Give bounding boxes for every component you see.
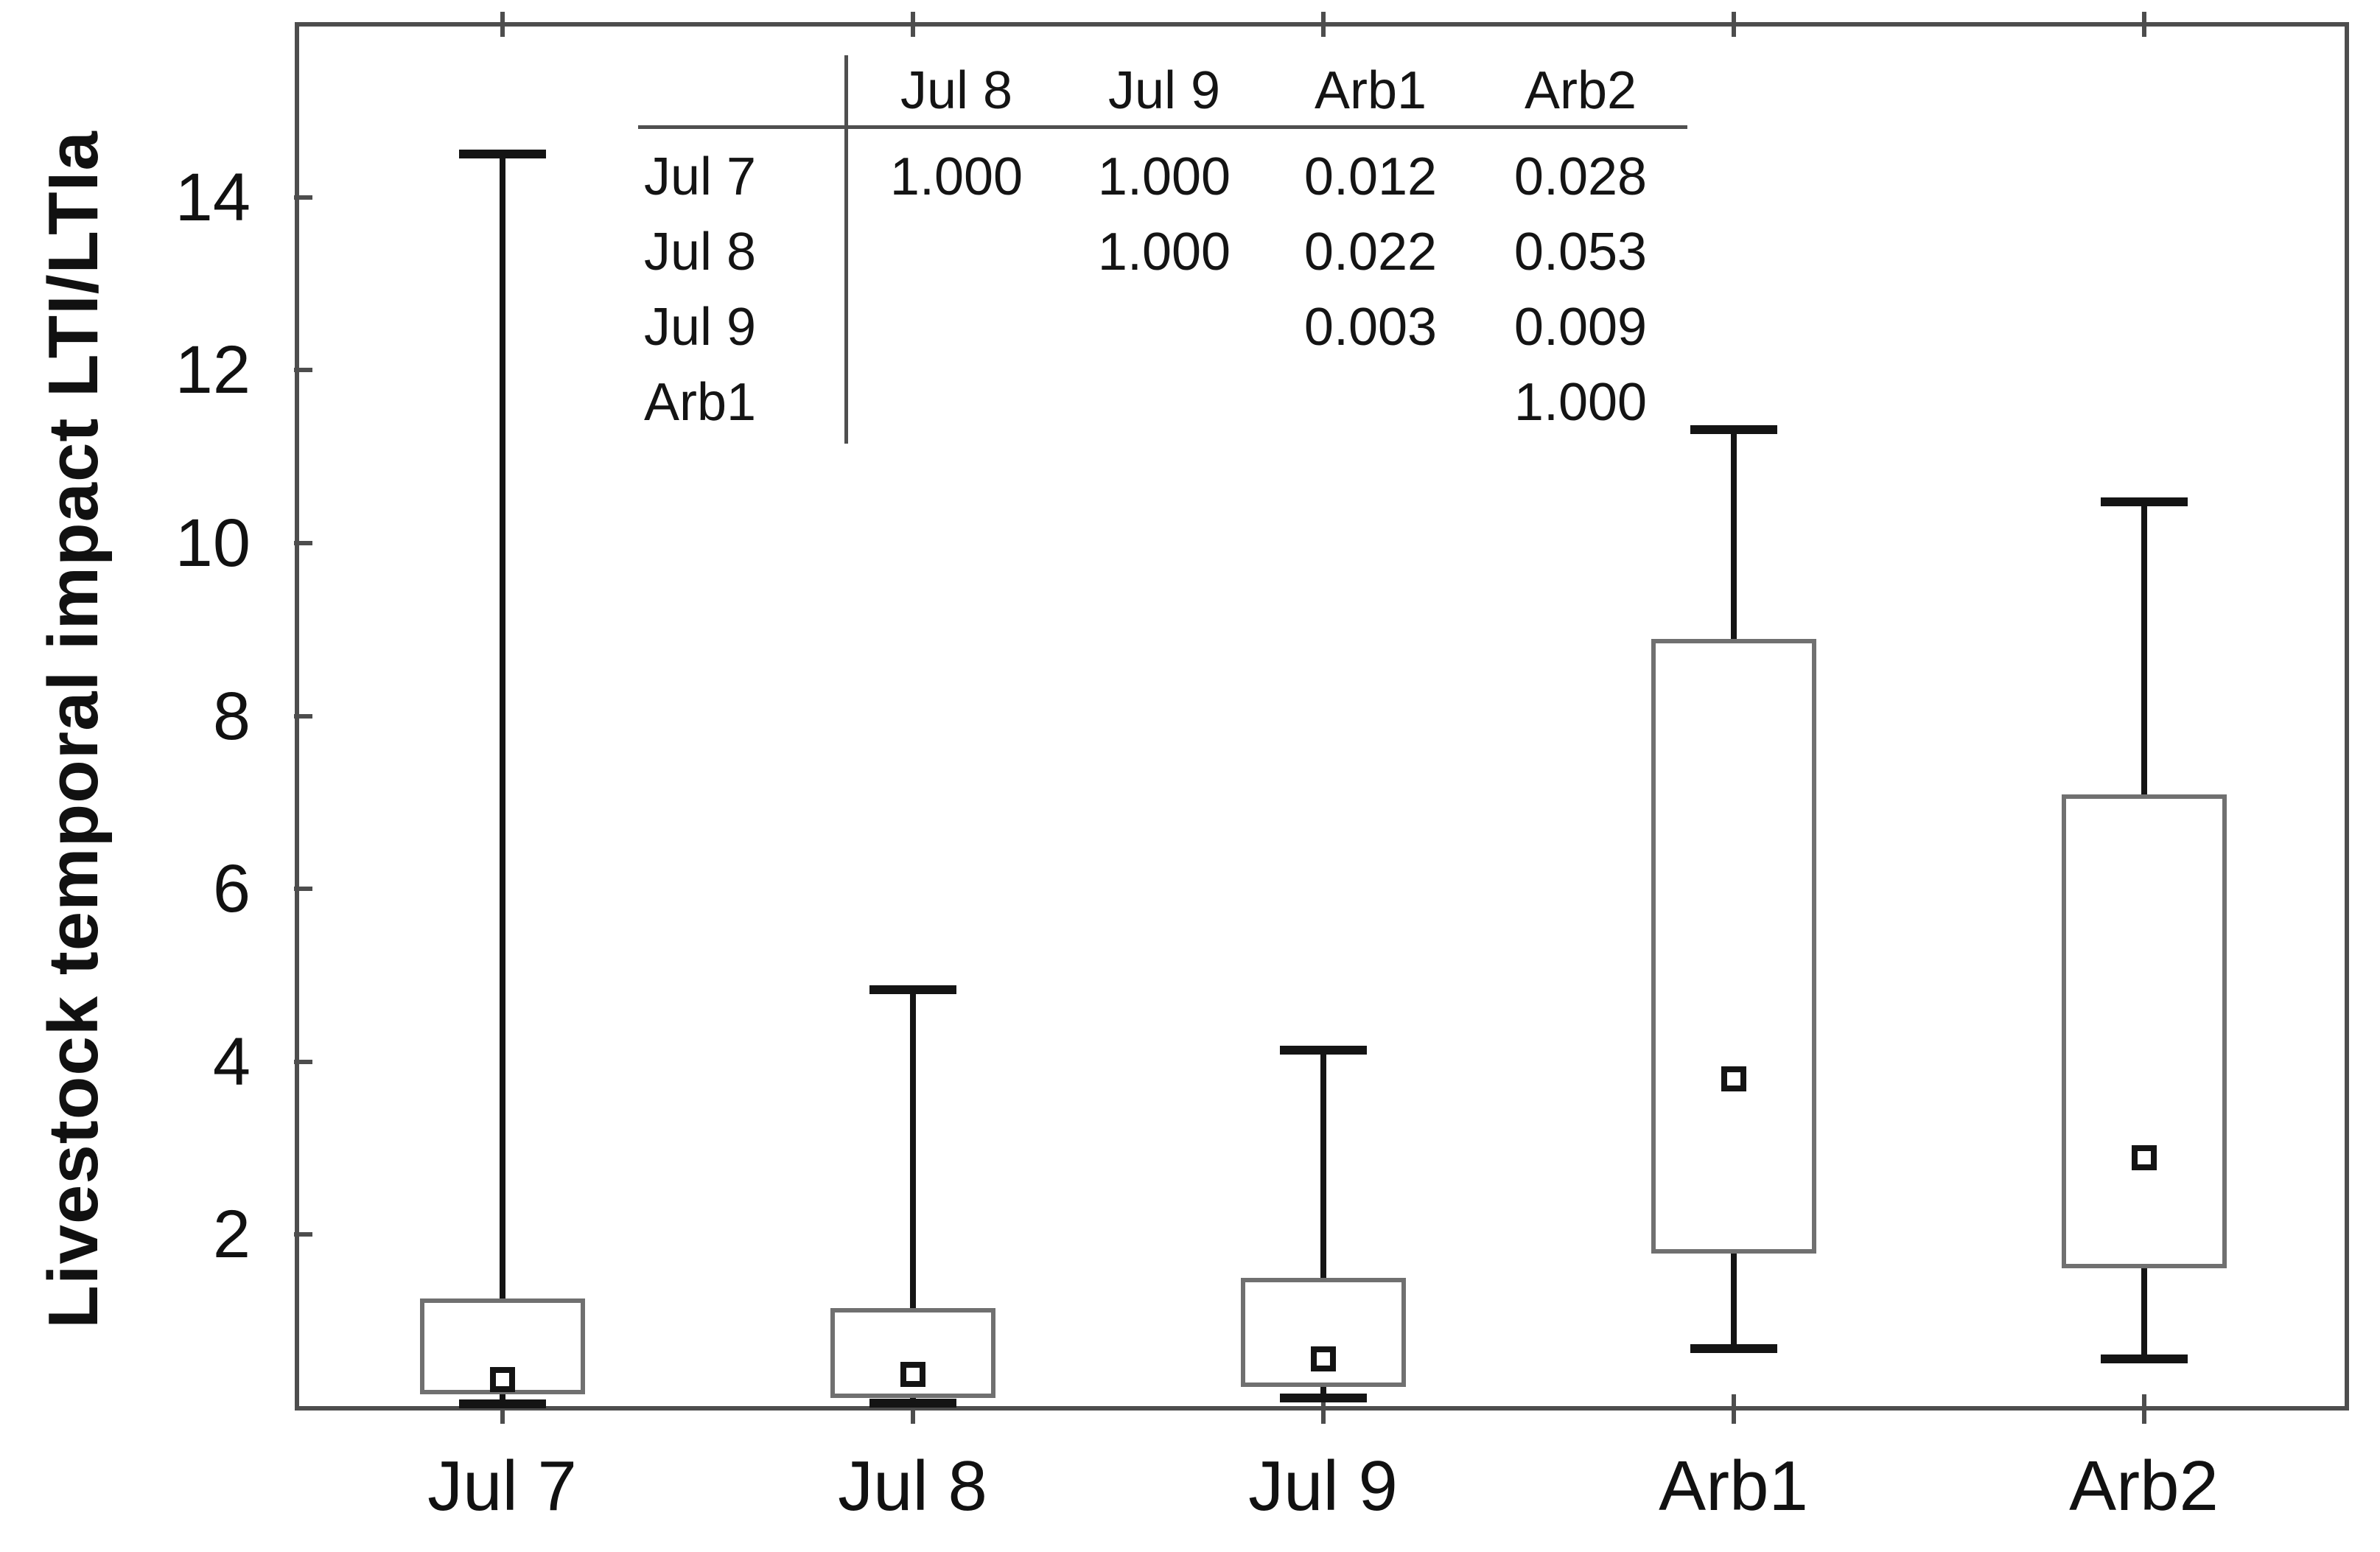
y-tick-label: 2 xyxy=(212,1197,251,1273)
whisker-upper-line xyxy=(499,153,505,1299)
whisker-lower-cap xyxy=(1690,1344,1777,1354)
whisker-lower-line xyxy=(1320,1386,1326,1399)
y-tick-label: 6 xyxy=(212,851,251,927)
whisker-upper-line xyxy=(1320,1050,1326,1279)
x-axis-top-tick xyxy=(1320,12,1326,37)
table-col-header: Jul 8 xyxy=(900,61,1013,120)
y-axis-tick xyxy=(294,1232,312,1237)
table-cell: 1.000 xyxy=(889,147,1023,206)
table-cell: 0.012 xyxy=(1303,147,1438,206)
whisker-upper-cap xyxy=(2100,497,2188,506)
x-axis-top-tick xyxy=(910,12,915,37)
table-col-header: Arb1 xyxy=(1314,61,1427,120)
whisker-lower-cap xyxy=(1279,1394,1367,1403)
x-axis-bottom-tick xyxy=(1320,1394,1326,1424)
y-axis-tick xyxy=(294,195,312,200)
x-axis-top-tick xyxy=(1731,12,1736,37)
y-tick-label: 14 xyxy=(175,159,251,235)
table-col-header: Arb2 xyxy=(1524,61,1637,120)
y-axis-tick xyxy=(294,540,312,545)
table-horizontal-rule xyxy=(638,125,1687,129)
whisker-upper-line xyxy=(2141,501,2147,795)
x-axis-top-tick xyxy=(500,12,505,37)
table-col-header: Jul 9 xyxy=(1107,61,1221,120)
mean-marker xyxy=(1721,1066,1746,1092)
whisker-lower-cap xyxy=(869,1399,956,1408)
table-cell: 0.003 xyxy=(1303,298,1438,357)
whisker-lower-line xyxy=(1730,1254,1737,1349)
whisker-lower-line xyxy=(2141,1268,2147,1360)
x-axis-top-tick xyxy=(2141,12,2146,37)
table-row-label: Arb1 xyxy=(644,373,757,432)
table-cell: 0.022 xyxy=(1303,223,1438,282)
x-category-label: Arb2 xyxy=(2069,1447,2219,1525)
whisker-upper-cap xyxy=(869,985,956,995)
y-tick-label: 12 xyxy=(175,332,251,408)
x-axis-bottom-tick xyxy=(500,1394,505,1424)
whisker-upper-line xyxy=(1730,430,1737,640)
x-category-label: Arb1 xyxy=(1659,1447,1808,1525)
y-tick-label: 10 xyxy=(175,505,251,581)
table-cell: 1.000 xyxy=(1097,147,1231,206)
mean-marker xyxy=(2131,1144,2157,1170)
whisker-upper-cap xyxy=(1690,425,1777,435)
table-row-label: Jul 8 xyxy=(644,223,757,282)
x-axis-bottom-tick xyxy=(910,1394,915,1424)
table-cell: 0.028 xyxy=(1513,147,1648,206)
table-cell: 1.000 xyxy=(1097,223,1231,282)
y-axis-tick xyxy=(294,368,312,373)
x-axis-bottom-tick xyxy=(1731,1394,1736,1424)
mean-marker xyxy=(489,1367,515,1393)
box xyxy=(2061,794,2227,1269)
y-axis-tick xyxy=(294,1059,312,1064)
whisker-upper-cap xyxy=(1279,1046,1367,1055)
whisker-lower-cap xyxy=(458,1399,546,1409)
whisker-upper-cap xyxy=(458,149,546,158)
x-category-label: Jul 7 xyxy=(427,1447,577,1525)
table-cell: 0.009 xyxy=(1513,298,1648,357)
box xyxy=(1651,639,1816,1254)
table-row-label: Jul 7 xyxy=(644,147,757,206)
x-category-label: Jul 9 xyxy=(1248,1447,1398,1525)
y-axis-tick xyxy=(294,713,312,719)
mean-marker xyxy=(900,1362,925,1388)
mean-marker xyxy=(1310,1346,1336,1372)
whisker-lower-line xyxy=(499,1394,505,1405)
y-axis-tick xyxy=(294,887,312,892)
table-row-label: Jul 9 xyxy=(644,298,757,357)
table-cell: 1.000 xyxy=(1513,373,1648,432)
y-tick-label: 8 xyxy=(212,678,251,754)
y-tick-label: 4 xyxy=(212,1024,251,1100)
table-vertical-rule xyxy=(844,55,848,444)
whisker-lower-cap xyxy=(2100,1354,2188,1364)
table-cell: 0.053 xyxy=(1513,223,1648,282)
whisker-upper-line xyxy=(909,990,916,1309)
x-category-label: Jul 8 xyxy=(838,1447,987,1525)
x-axis-bottom-tick xyxy=(2141,1394,2146,1424)
